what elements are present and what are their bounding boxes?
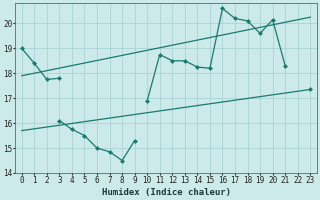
X-axis label: Humidex (Indice chaleur): Humidex (Indice chaleur) — [101, 188, 230, 197]
